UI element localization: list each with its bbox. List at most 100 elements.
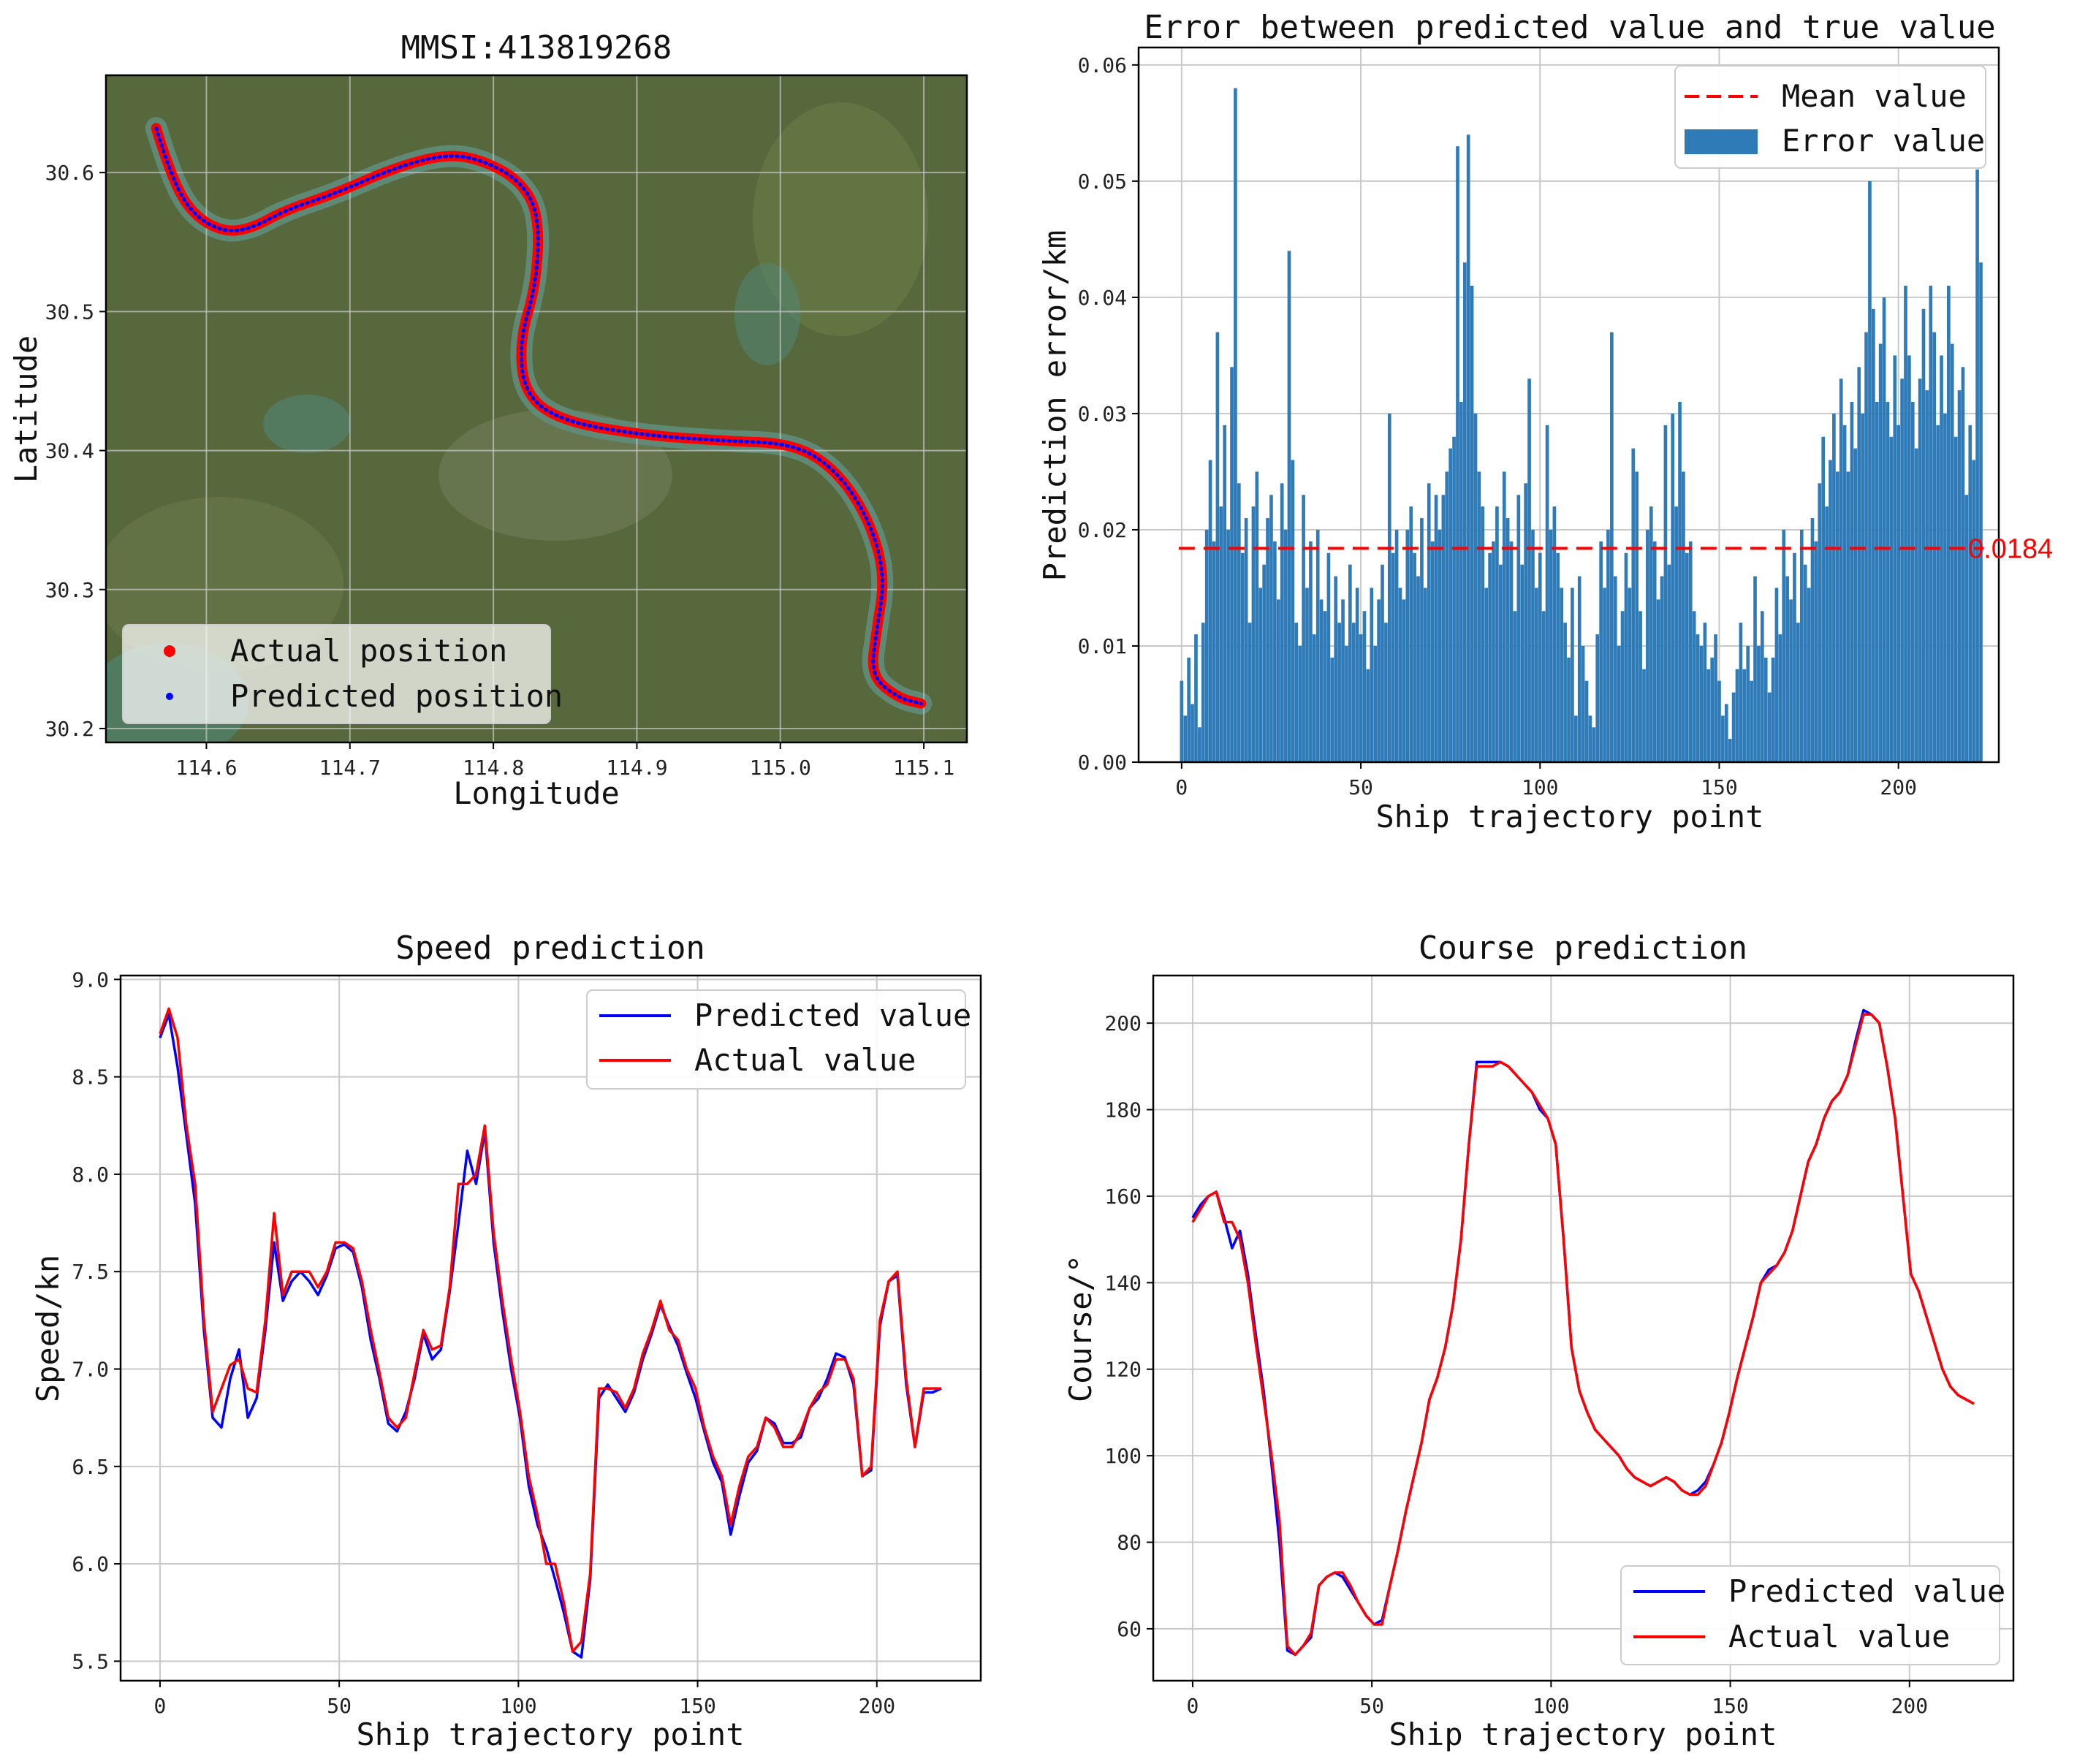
error-bar — [1853, 448, 1858, 762]
error-bar — [1613, 576, 1617, 762]
y-tick-label: 0.02 — [1078, 518, 1127, 542]
y-tick-label: 30.6 — [45, 161, 94, 185]
speed-frame — [119, 974, 982, 1682]
error-bar — [1692, 611, 1696, 762]
error-bar — [1462, 262, 1467, 762]
error-bar — [1258, 588, 1263, 762]
error-bar — [1516, 495, 1521, 762]
error-bar — [1226, 529, 1230, 762]
error-title: Error between predicted value and true v… — [1144, 9, 1996, 46]
error-bar — [1230, 367, 1234, 762]
error-bar — [1910, 402, 1915, 762]
error-bar — [1381, 564, 1384, 762]
speed-legend-box — [586, 989, 966, 1090]
error-bar — [1785, 576, 1789, 762]
error-bar — [1703, 623, 1707, 762]
error-bar — [1484, 588, 1489, 762]
trajectory-map-panel: MMSI:413819268 114.6 114.7 114.8 114.9 115.0… — [8, 29, 968, 811]
error-bar — [1208, 460, 1212, 762]
error-bar — [1362, 611, 1367, 762]
map-legend: Actual position Predicted position — [122, 624, 563, 724]
error-bar — [1466, 134, 1470, 762]
y-tick-label: 0.05 — [1078, 170, 1127, 194]
error-bar — [1904, 286, 1907, 762]
error-bar — [1545, 425, 1549, 762]
error-bar — [1835, 471, 1839, 762]
error-bar — [1502, 471, 1506, 762]
y-tick-label: 140 — [1104, 1271, 1142, 1295]
error-bar — [1595, 634, 1600, 762]
error-bar — [1294, 623, 1299, 762]
error-bar — [1896, 425, 1901, 762]
error-legend-error: Error value — [1782, 123, 1985, 159]
error-bar — [1398, 588, 1402, 762]
error-bar — [1961, 367, 1965, 762]
course-legend-actual: Actual value — [1728, 1619, 1950, 1654]
error-bar — [1291, 460, 1295, 762]
error-bar — [1968, 425, 1972, 762]
course-title: Course prediction — [1419, 929, 1747, 967]
error-bar — [1409, 506, 1413, 762]
y-tick-label: 30.5 — [45, 300, 94, 324]
error-bar — [1799, 529, 1804, 762]
error-bar — [1620, 611, 1625, 762]
x-tick-label: 50 — [1348, 775, 1373, 799]
error-bar — [1699, 645, 1704, 762]
error-bar — [1592, 727, 1596, 762]
error-bar — [1445, 471, 1449, 762]
error-bar — [1696, 634, 1700, 762]
predicted-position-legend-marker — [166, 693, 173, 700]
map-lake — [263, 395, 351, 453]
error-bar — [1351, 623, 1356, 762]
error-bar — [1868, 180, 1872, 762]
error-bar — [1488, 552, 1492, 762]
speed-x-label: Ship trajectory point — [356, 1717, 744, 1752]
x-tick-label: 150 — [1712, 1694, 1749, 1718]
y-tick-label: 6.5 — [72, 1455, 109, 1479]
y-tick-label: 60 — [1117, 1617, 1142, 1641]
error-legend: Mean value Error value — [1674, 65, 1986, 169]
error-bar — [1459, 402, 1463, 762]
y-tick-label: 8.5 — [72, 1065, 109, 1090]
error-bar — [1628, 588, 1632, 762]
x-tick-label: 0 — [1187, 1694, 1199, 1718]
y-tick-label: 5.5 — [72, 1649, 109, 1673]
y-tick-label: 0.04 — [1078, 286, 1127, 310]
error-bar — [1757, 645, 1761, 762]
error-bar — [1341, 599, 1345, 762]
error-bar — [1495, 506, 1499, 762]
error-bar — [1685, 552, 1689, 762]
y-tick-label: 6.0 — [72, 1552, 109, 1576]
error-bar — [1900, 379, 1904, 762]
actual-position-legend-marker — [164, 645, 175, 657]
error-bar — [1631, 448, 1636, 762]
y-tick-label: 8.0 — [72, 1163, 109, 1187]
error-bar — [1739, 623, 1743, 762]
error-bar — [1531, 529, 1535, 762]
error-bar — [1861, 413, 1864, 762]
error-bar — [1394, 529, 1399, 762]
course-prediction-panel: Course prediction 0 50 100 150 200 60 80 100 12… — [1063, 929, 2015, 1752]
error-bar — [1796, 623, 1800, 762]
error-bar — [1617, 645, 1621, 762]
error-bar — [1907, 355, 1911, 762]
error-bar — [1319, 599, 1324, 762]
error-bar — [1405, 529, 1410, 762]
error-bar — [1366, 669, 1370, 762]
error-bar — [1549, 529, 1553, 762]
error-bar — [1194, 634, 1198, 762]
x-tick-label: 100 — [500, 1694, 537, 1718]
error-bar — [1688, 541, 1693, 762]
error-bar — [1682, 471, 1685, 762]
error-bar — [1473, 413, 1478, 762]
course-grid — [1153, 976, 2013, 1681]
x-tick-label: 114.8 — [463, 756, 524, 780]
error-bar — [1248, 623, 1252, 762]
error-bars — [1180, 88, 1983, 762]
x-tick-label: 100 — [1533, 1694, 1570, 1718]
error-bar — [1821, 436, 1826, 762]
map-legend-box — [122, 624, 551, 724]
error-bar — [1266, 518, 1269, 762]
course-legend: Predicted value Actual value — [1620, 1565, 2005, 1665]
error-bar — [1323, 611, 1327, 762]
